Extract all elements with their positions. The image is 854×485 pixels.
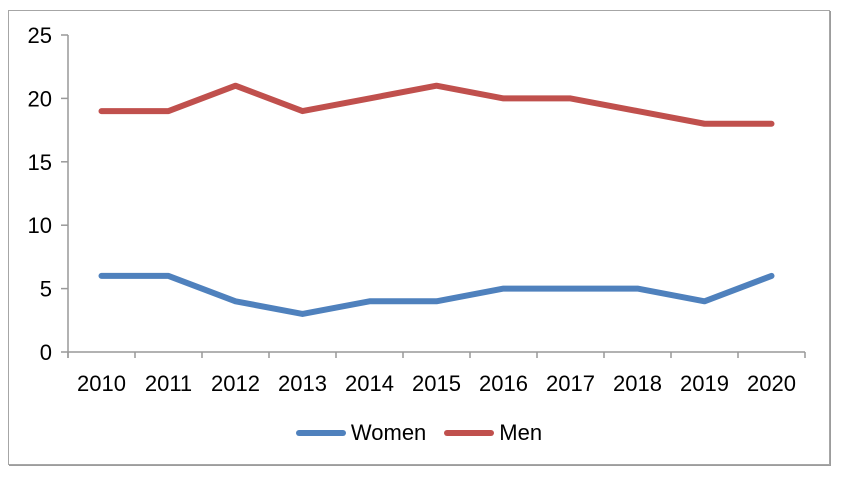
y-axis-tick-label: 25: [28, 23, 52, 48]
legend-line-swatch: [444, 430, 495, 436]
x-axis-tick-label: 2010: [77, 371, 126, 396]
y-axis-tick-label: 10: [28, 213, 52, 238]
legend-label: Men: [499, 420, 543, 445]
y-axis-tick-label: 5: [40, 277, 52, 302]
y-axis-tick-label: 20: [28, 86, 52, 111]
legend-line-swatch: [295, 430, 346, 436]
chart-legend: Women Men: [8, 419, 830, 447]
x-axis-tick-label: 2015: [412, 371, 461, 396]
series-line-women: [98, 272, 775, 317]
x-axis-tick-label: 2016: [479, 371, 528, 396]
x-axis-tick-label: 2018: [613, 371, 662, 396]
x-axis-tick-label: 2014: [345, 371, 394, 396]
chart-frame: [8, 10, 830, 465]
legend-item-men: Men: [444, 422, 542, 444]
legend-label: Women: [350, 420, 427, 445]
legend-item-women: Women: [295, 420, 427, 445]
x-axis-tick-label: 2013: [278, 371, 327, 396]
y-axis-tick-label: 15: [28, 150, 52, 175]
x-axis-tick-label: 2017: [546, 371, 595, 396]
series-line-men: [98, 82, 775, 127]
x-axis-tick-label: 2012: [211, 371, 260, 396]
x-axis-tick-label: 2019: [680, 371, 729, 396]
x-axis-tick-label: 2020: [747, 371, 796, 396]
x-axis-tick-label: 2011: [145, 371, 192, 396]
y-axis-tick-label: 0: [40, 340, 52, 365]
